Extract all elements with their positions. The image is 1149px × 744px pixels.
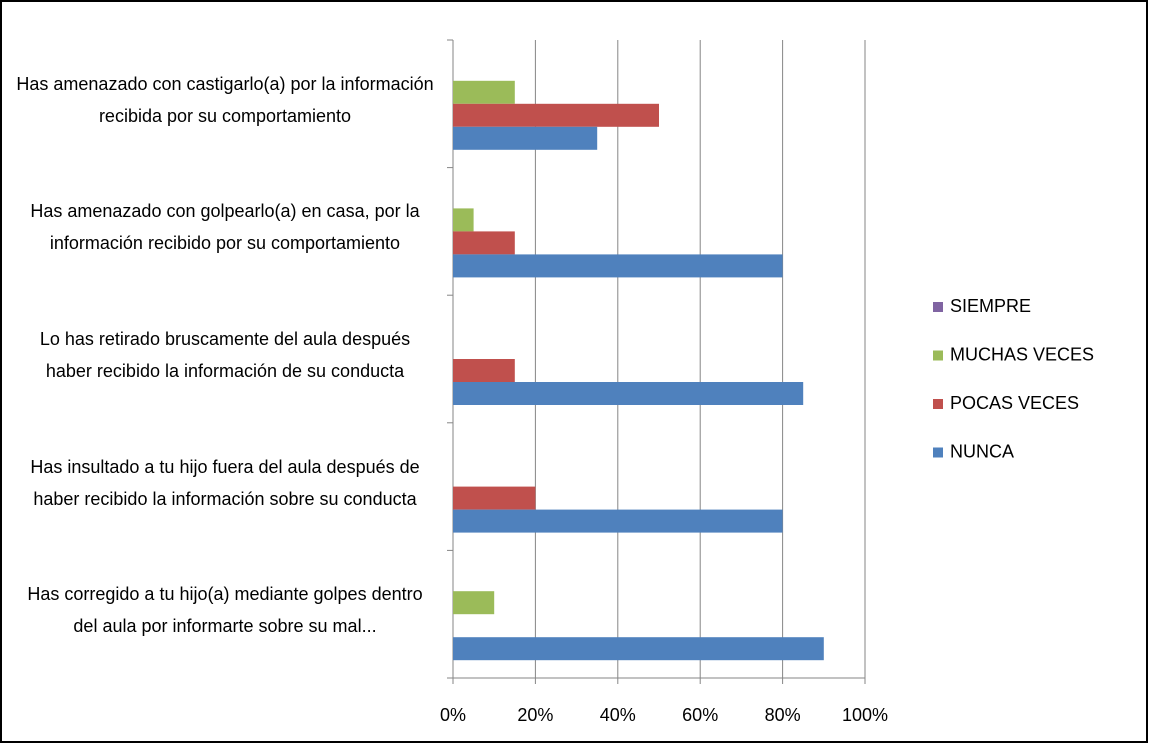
legend-swatch — [933, 399, 943, 409]
bar — [453, 254, 783, 278]
bar — [453, 126, 598, 150]
legend-swatch — [933, 302, 943, 312]
bar — [453, 382, 804, 405]
category-label: Has insultado a tu hijo fuera del aula d… — [30, 456, 420, 509]
bar — [453, 591, 495, 615]
bar — [453, 231, 515, 255]
category-label: Has amenazado con golpearlo(a) en casa, … — [30, 201, 420, 254]
legend-label: NUNCA — [950, 441, 1014, 461]
legend-label: POCAS VECES — [950, 393, 1079, 413]
x-tick-label: 0% — [440, 705, 466, 725]
x-tick-label: 60% — [682, 705, 718, 725]
bar — [453, 509, 783, 533]
x-tick-label: 20% — [517, 705, 553, 725]
bar — [453, 208, 474, 232]
legend-label: MUCHAS VECES — [950, 344, 1094, 364]
x-tick-label: 80% — [765, 705, 801, 725]
category-label: Lo has retirado bruscamente del aula des… — [39, 329, 411, 381]
bar — [453, 486, 536, 510]
bar — [453, 80, 515, 104]
x-tick-label: 100% — [842, 705, 888, 725]
legend-label: SIEMPRE — [950, 296, 1031, 316]
category-label: Has corregido a tu hijo(a) mediante golp… — [27, 584, 423, 637]
bar — [453, 359, 515, 382]
legend-swatch — [933, 350, 943, 361]
category-label: Has amenazado con castigarlo(a) por la i… — [16, 73, 434, 126]
bar — [453, 637, 824, 661]
legend-swatch — [933, 447, 943, 458]
bar — [453, 103, 659, 127]
x-tick-label: 40% — [600, 705, 636, 725]
